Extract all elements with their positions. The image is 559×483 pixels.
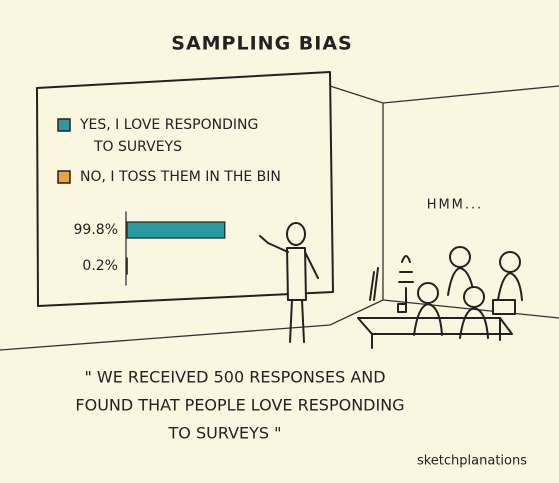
quote-line: FOUND THAT PEOPLE LOVE RESPONDING: [75, 396, 404, 415]
legend-text: TO SURVEYS: [93, 139, 182, 155]
bar-label: 0.2%: [82, 258, 118, 274]
bar-label: 99.8%: [74, 222, 118, 238]
credit: sketchplanations: [417, 454, 527, 469]
quote-line: " WE RECEIVED 500 RESPONSES AND: [84, 368, 385, 387]
audience: [357, 246, 523, 349]
quote-line: TO SURVEYS ": [168, 424, 282, 443]
room-lines: [0, 85, 559, 351]
title: SAMPLING BIAS: [171, 33, 352, 55]
legend-text: YES, I LOVE RESPONDING: [79, 117, 258, 133]
presenter: [259, 222, 319, 343]
board: [36, 71, 334, 307]
legend-text: NO, I TOSS THEM IN THE BIN: [80, 169, 281, 185]
bar: [126, 221, 226, 239]
legend-swatch: [57, 118, 71, 132]
legend-swatch: [57, 170, 71, 184]
thought: HMM...: [427, 198, 484, 213]
